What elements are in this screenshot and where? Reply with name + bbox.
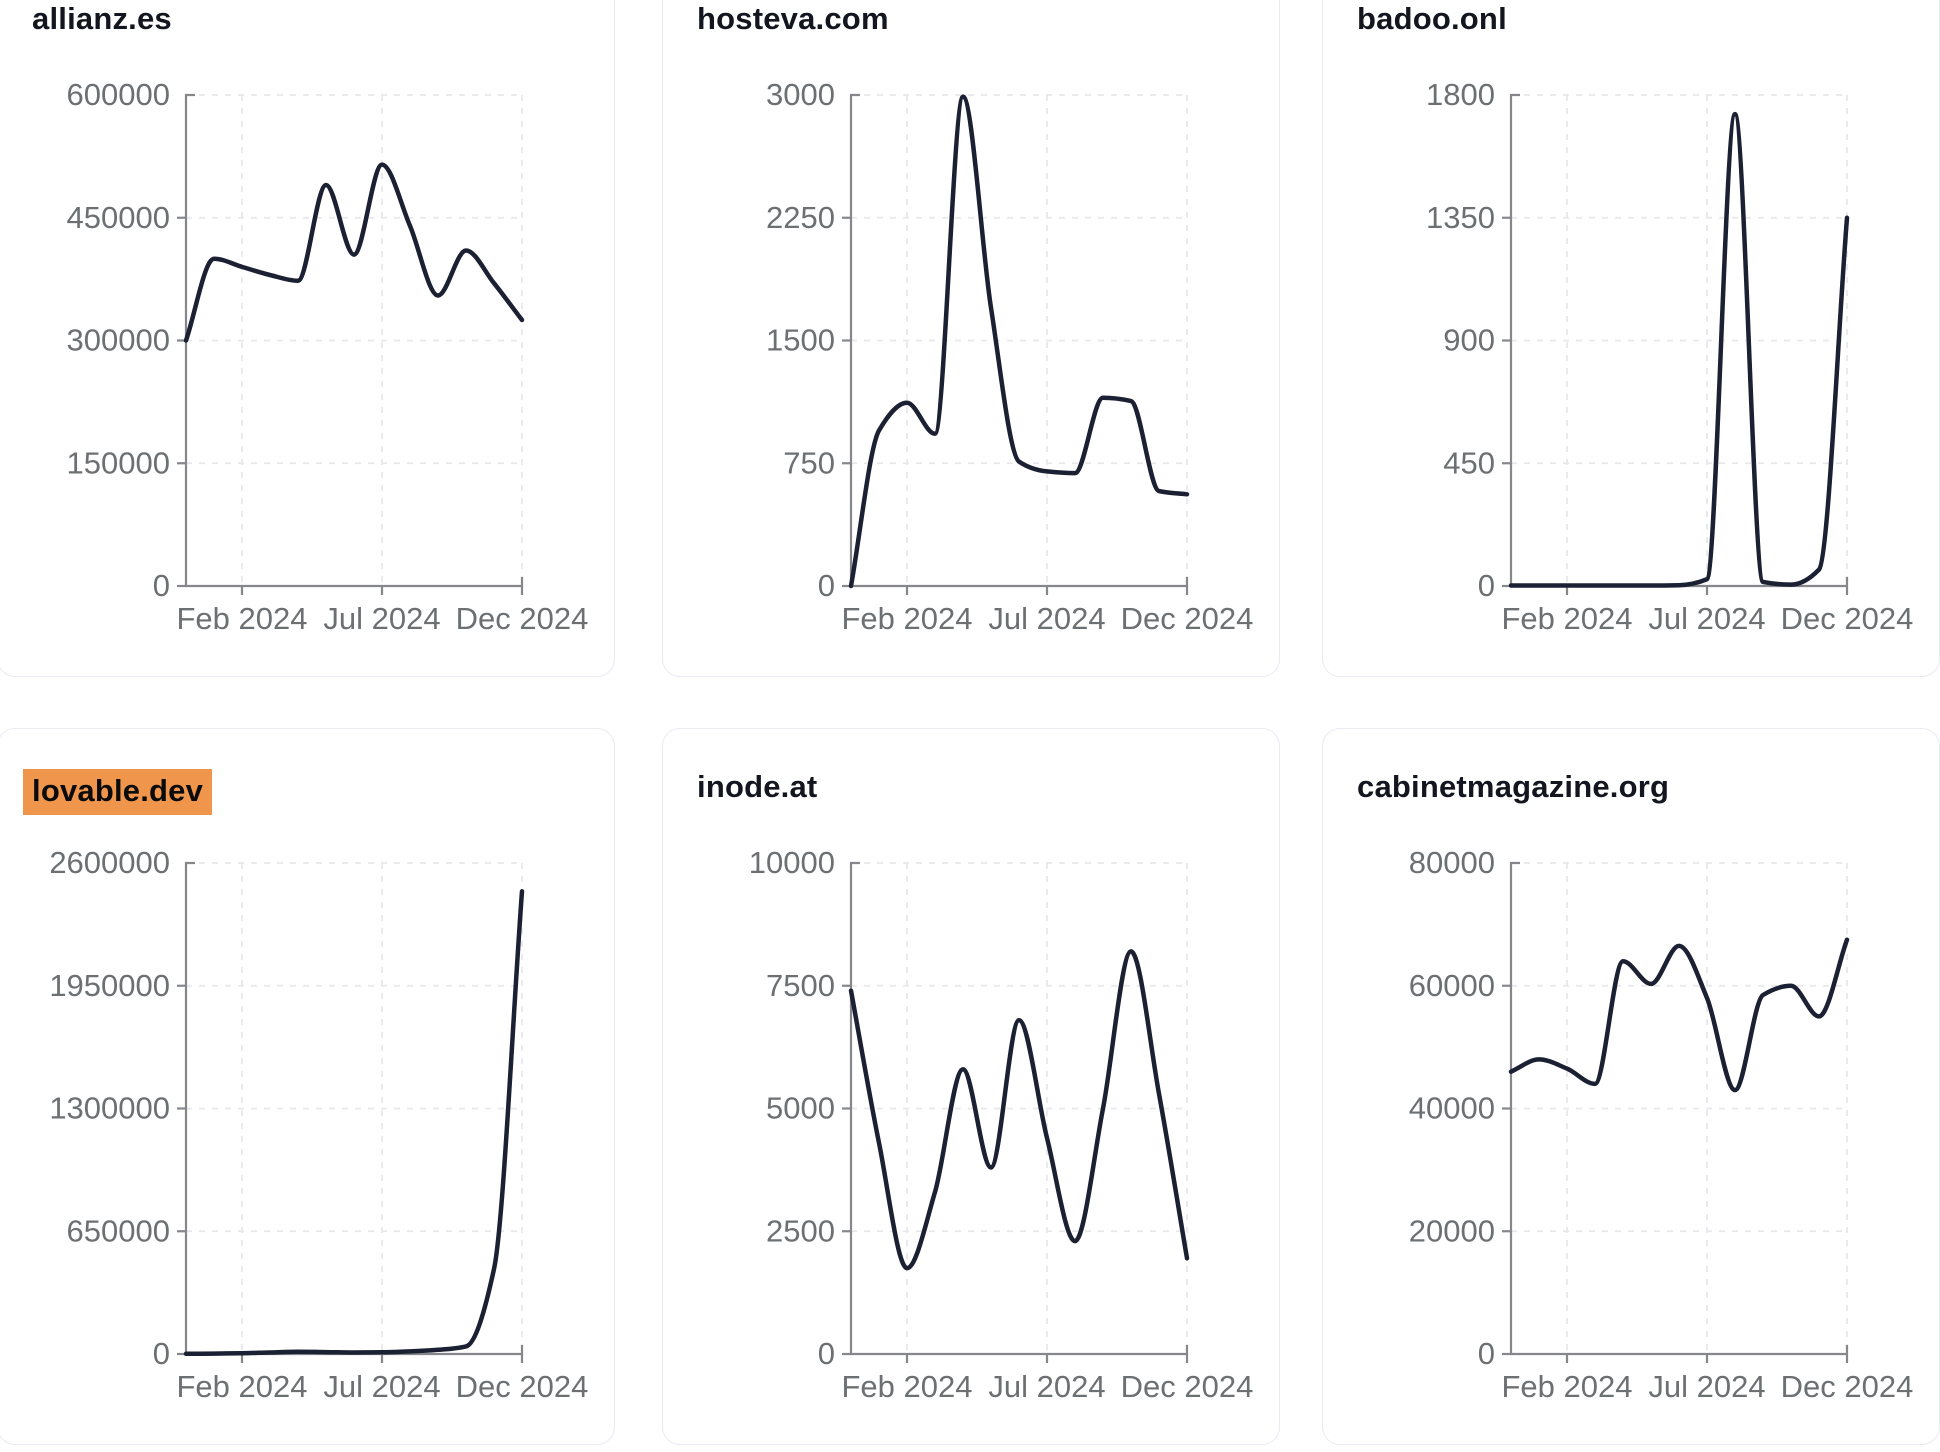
y-axis-tick-label: 0 xyxy=(818,568,835,603)
x-axis-tick-label: Dec 2024 xyxy=(456,1369,589,1404)
x-axis-tick-label: Dec 2024 xyxy=(1781,601,1914,636)
trend-line xyxy=(848,94,1190,589)
y-axis-tick-label: 1350 xyxy=(1426,200,1495,235)
domain-card[interactable]: cabinetmagazine.org 0 20000 40000 60000 8000… xyxy=(1322,728,1940,1445)
domain-title-text[interactable]: allianz.es xyxy=(32,1,172,36)
traffic-sparkline-chart: 0 150000 300000 450000 600000 Feb 2024 Jul 202… xyxy=(67,77,589,636)
y-axis-tick-label: 0 xyxy=(818,1336,835,1371)
axis xyxy=(849,861,1189,1356)
x-axis-tick-label: Jul 2024 xyxy=(988,601,1105,636)
domain-title-text[interactable]: badoo.onl xyxy=(1357,1,1507,36)
domain-title-text[interactable]: inode.at xyxy=(697,769,818,804)
trend-line xyxy=(1508,937,1850,1093)
domain-card[interactable]: allianz.es 0 150000 300000 450000 600000 Feb … xyxy=(0,0,615,677)
y-axis-tick-label: 60000 xyxy=(1409,968,1495,1003)
y-axis-tick-label: 7500 xyxy=(766,968,835,1003)
y-axis-tick-label: 0 xyxy=(153,1336,170,1371)
y-axis-tick-label: 900 xyxy=(1443,323,1495,358)
traffic-sparkline-chart: 0 2500 5000 7500 10000 Feb 2024 Jul 2024 Dec 20… xyxy=(749,845,1254,1404)
x-axis-tick-label: Jul 2024 xyxy=(988,1369,1105,1404)
x-axis-tick-label: Dec 2024 xyxy=(456,601,589,636)
y-axis-tick-label: 0 xyxy=(1478,568,1495,603)
y-axis-tick-label: 1950000 xyxy=(49,968,170,1003)
traffic-sparkline-chart: 0 20000 40000 60000 80000 Feb 2024 Jul 2024 Dec… xyxy=(1409,845,1914,1404)
y-axis-tick-label: 1500 xyxy=(766,323,835,358)
x-axis-tick-label: Feb 2024 xyxy=(1502,601,1633,636)
axis xyxy=(184,861,524,1356)
domain-card[interactable]: inode.at 0 2500 5000 7500 10000 Feb 2024 Jul 2… xyxy=(662,728,1280,1445)
axis xyxy=(1509,861,1849,1356)
y-axis-tick-label: 0 xyxy=(1478,1336,1495,1371)
y-axis-tick-label: 2600000 xyxy=(49,845,170,880)
axis xyxy=(1509,93,1849,588)
y-axis-tick-label: 10000 xyxy=(749,845,835,880)
y-axis-tick-label: 80000 xyxy=(1409,845,1495,880)
y-axis-tick-label: 1300000 xyxy=(49,1091,170,1126)
y-axis-tick-label: 450000 xyxy=(67,200,170,235)
x-axis-tick-label: Jul 2024 xyxy=(323,601,440,636)
x-axis-tick-label: Feb 2024 xyxy=(842,601,973,636)
trend-line xyxy=(183,889,525,1357)
y-axis-tick-label: 0 xyxy=(153,568,170,603)
domain-title: lovable.dev xyxy=(23,769,213,815)
x-axis-tick-label: Feb 2024 xyxy=(1502,1369,1633,1404)
trend-line xyxy=(1508,111,1850,588)
traffic-sparkline-chart: 0 750 1500 2250 3000 Feb 2024 Jul 2024 Dec 2024 xyxy=(766,77,1254,636)
y-axis-tick-label: 3000 xyxy=(766,77,835,112)
trend-line xyxy=(848,949,1190,1271)
y-axis-tick-label: 450 xyxy=(1443,445,1495,480)
domain-card[interactable]: lovable.dev 0 650000 1300000 1950000 2600000… xyxy=(0,728,615,1445)
y-axis-tick-label: 650000 xyxy=(67,1213,170,1248)
x-axis-tick-label: Feb 2024 xyxy=(177,601,308,636)
x-axis-tick-label: Dec 2024 xyxy=(1781,1369,1914,1404)
x-axis-tick-label: Jul 2024 xyxy=(1648,601,1765,636)
domain-title: badoo.onl xyxy=(1357,1,1507,37)
x-axis-tick-label: Jul 2024 xyxy=(323,1369,440,1404)
y-axis-tick-label: 150000 xyxy=(67,445,170,480)
y-axis-tick-label: 1800 xyxy=(1426,77,1495,112)
y-axis-tick-label: 750 xyxy=(783,445,835,480)
traffic-sparkline-chart: 0 450 900 1350 1800 Feb 2024 Jul 2024 Dec 2024 xyxy=(1426,77,1914,636)
axis xyxy=(849,93,1189,588)
domain-title-text[interactable]: cabinetmagazine.org xyxy=(1357,769,1670,804)
y-axis-tick-label: 5000 xyxy=(766,1091,835,1126)
x-axis-tick-label: Dec 2024 xyxy=(1121,1369,1254,1404)
y-axis-tick-label: 2500 xyxy=(766,1213,835,1248)
domain-title-text[interactable]: hosteva.com xyxy=(697,1,889,36)
x-axis-tick-label: Dec 2024 xyxy=(1121,601,1254,636)
domain-card[interactable]: hosteva.com 0 750 1500 2250 3000 Feb 2024 Jul … xyxy=(662,0,1280,677)
y-axis-tick-label: 40000 xyxy=(1409,1091,1495,1126)
y-axis-tick-label: 300000 xyxy=(67,323,170,358)
y-axis-tick-label: 2250 xyxy=(766,200,835,235)
domain-title: inode.at xyxy=(697,769,817,805)
trend-line xyxy=(183,162,525,343)
axis xyxy=(184,93,524,588)
domain-card[interactable]: badoo.onl 0 450 900 1350 1800 Feb 2024 Jul 202… xyxy=(1322,0,1940,677)
traffic-sparkline-chart: 0 650000 1300000 1950000 2600000 Feb 2024 Jul … xyxy=(49,845,589,1404)
y-axis-tick-label: 600000 xyxy=(67,77,170,112)
x-axis-tick-label: Feb 2024 xyxy=(842,1369,973,1404)
domain-title: cabinetmagazine.org xyxy=(1357,769,1669,805)
x-axis-tick-label: Jul 2024 xyxy=(1648,1369,1765,1404)
y-axis-tick-label: 20000 xyxy=(1409,1213,1495,1248)
domain-title: allianz.es xyxy=(32,1,172,37)
domain-title-text[interactable]: lovable.dev xyxy=(23,769,213,815)
domain-title: hosteva.com xyxy=(697,1,889,37)
x-axis-tick-label: Feb 2024 xyxy=(177,1369,308,1404)
